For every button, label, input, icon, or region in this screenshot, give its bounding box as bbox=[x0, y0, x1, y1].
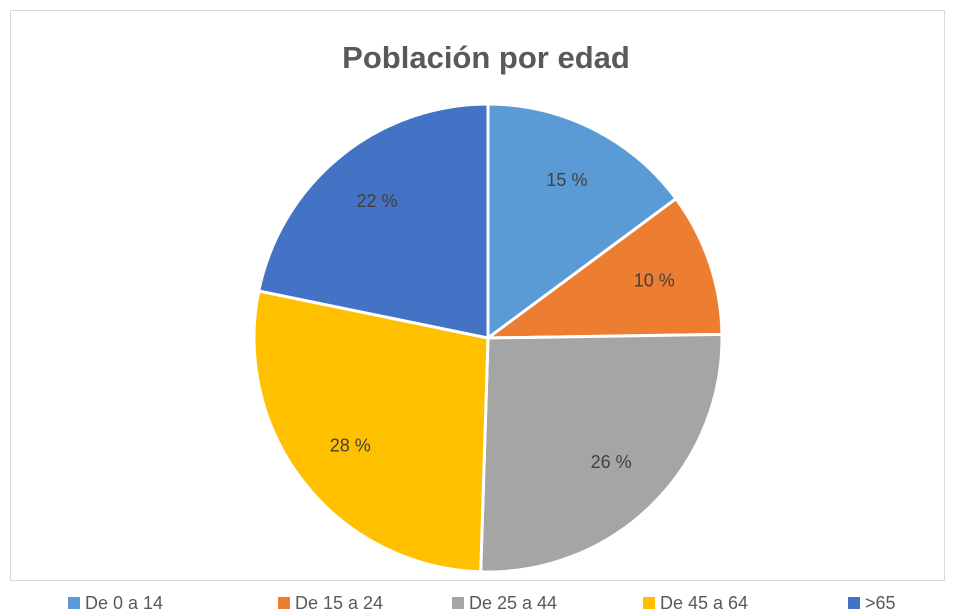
pie-slice bbox=[486, 102, 679, 341]
legend-swatch bbox=[643, 597, 655, 609]
data-label: 10 % bbox=[634, 270, 675, 290]
legend-swatch bbox=[278, 597, 290, 609]
legend-swatch bbox=[452, 597, 464, 609]
legend-swatch bbox=[68, 597, 80, 609]
pie-slice bbox=[256, 102, 490, 340]
pie-slice bbox=[483, 196, 724, 340]
legend-swatch bbox=[848, 597, 860, 609]
pie-slice bbox=[252, 289, 490, 574]
data-label: 15 % bbox=[546, 170, 587, 190]
legend-label: De 25 a 44 bbox=[469, 593, 557, 613]
legend-label: De 0 a 14 bbox=[85, 593, 163, 613]
data-label: 22 % bbox=[357, 191, 398, 211]
chart-title: Población por edad bbox=[342, 40, 630, 75]
pie-slice bbox=[479, 332, 724, 574]
legend-label: >65 bbox=[865, 593, 896, 613]
data-label: 28 % bbox=[330, 436, 371, 456]
legend-label: De 45 a 64 bbox=[660, 593, 748, 613]
data-label: 26 % bbox=[591, 452, 632, 472]
legend-label: De 15 a 24 bbox=[295, 593, 383, 613]
